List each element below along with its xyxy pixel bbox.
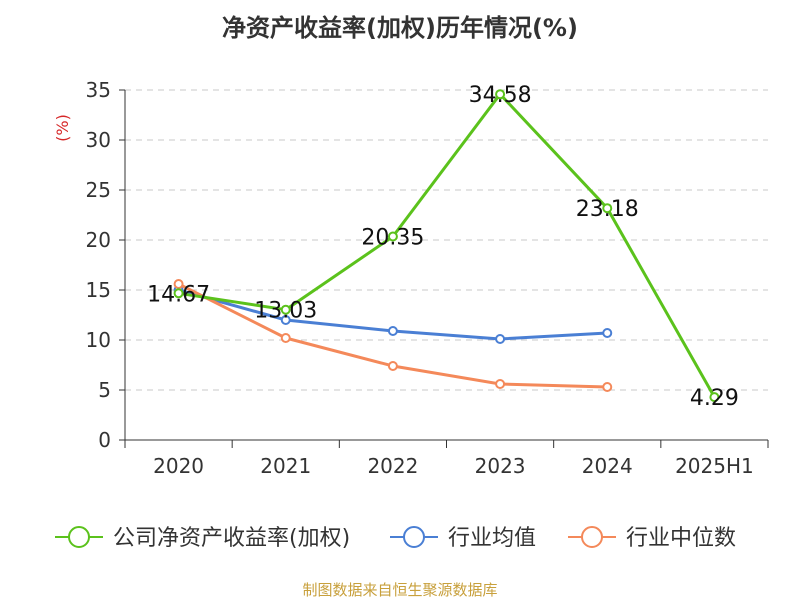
legend-label: 行业中位数 — [626, 526, 736, 551]
data-point — [709, 392, 720, 403]
legend-marker — [68, 526, 90, 548]
y-tick-label: 0 — [98, 428, 111, 452]
data-labels: 14.67 13.03 20.35 34.58 23.18 4.29 — [147, 83, 739, 411]
legend[interactable]: 公司净资产收益率(加权) 行业均值 行业中位数 — [55, 526, 736, 551]
data-point — [280, 315, 291, 325]
data-point — [495, 379, 506, 389]
y-tick-label: 35 — [86, 78, 111, 102]
x-tick-label: 2023 — [475, 454, 526, 478]
legend-label: 公司净资产收益率(加权) — [113, 526, 350, 551]
data-point — [602, 203, 613, 214]
data-point — [173, 279, 184, 289]
legend-marker — [581, 526, 603, 548]
y-tick-label: 10 — [86, 328, 111, 352]
y-tick-label: 5 — [98, 378, 111, 402]
data-point — [280, 333, 291, 343]
grid-lines — [125, 89, 768, 391]
data-label: 34.58 — [469, 83, 532, 108]
x-tick-label: 2024 — [582, 454, 633, 478]
data-label: 14.67 — [147, 282, 210, 307]
axes: 0 5 10 15 20 25 30 35 2020 2021 2022 2023 2024 2025H1… — [53, 78, 769, 478]
y-tick-label: 30 — [86, 128, 111, 152]
data-point — [387, 231, 398, 242]
x-tick-label: 2020 — [153, 454, 204, 478]
data-point — [387, 326, 398, 336]
data-point — [280, 304, 291, 315]
series-lines — [173, 89, 720, 403]
series-line-0 — [178, 92, 716, 398]
data-point — [387, 361, 398, 371]
y-tick-label: 15 — [86, 278, 111, 302]
data-point — [173, 288, 184, 299]
y-tick-label: 20 — [86, 228, 111, 252]
data-label: 13.03 — [254, 299, 317, 324]
data-label: 4.29 — [690, 386, 739, 411]
legend-marker — [403, 526, 425, 548]
source-note: 制图数据来自恒生聚源数据库 — [302, 581, 498, 599]
x-tick-label: 2022 — [367, 454, 418, 478]
data-point — [495, 334, 506, 344]
legend-label: 行业均值 — [448, 526, 536, 551]
data-point — [495, 89, 506, 100]
data-point — [602, 328, 613, 338]
y-axis-unit-label: (%) — [53, 114, 72, 142]
data-point — [602, 382, 613, 392]
data-label: 23.18 — [576, 197, 639, 222]
data-label: 20.35 — [361, 226, 424, 251]
y-tick-label: 25 — [86, 178, 111, 202]
chart-title: 净资产收益率(加权)历年情况(%) — [222, 14, 578, 42]
x-tick-label: 2021 — [260, 454, 311, 478]
x-tick-label: 2025H1 — [675, 454, 754, 478]
